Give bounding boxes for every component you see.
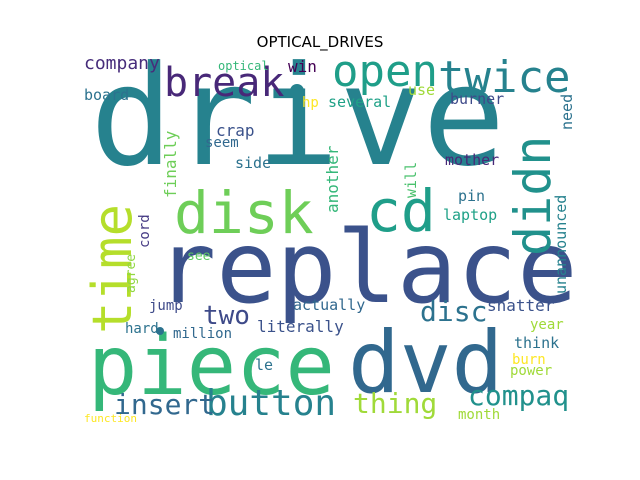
word-open: open: [332, 58, 438, 97]
word-pin: pin: [458, 187, 486, 205]
word-agree: agree: [124, 253, 139, 293]
word-power: power: [510, 363, 553, 379]
word-will: will: [402, 161, 420, 198]
word-mother: mother: [445, 151, 500, 169]
word-insert: insert: [114, 388, 216, 421]
word-didn: didn: [504, 135, 562, 256]
word-hp: hp: [302, 95, 319, 111]
cloud-dot: [156, 327, 164, 335]
word-month: month: [458, 407, 501, 423]
word-disk: disk: [174, 179, 314, 247]
word-year: year: [530, 317, 564, 333]
word-two: two: [203, 301, 250, 331]
word-shatter: shatter: [487, 296, 555, 315]
word-laptop: laptop: [443, 206, 498, 224]
word-several: several: [328, 93, 392, 111]
word-finally: finally: [161, 130, 180, 198]
word-crap: crap: [216, 121, 255, 140]
word-hard: hard: [125, 321, 159, 337]
word-use: use: [408, 81, 436, 99]
word-replace: replace: [156, 209, 576, 326]
word-cord: cord: [137, 214, 153, 248]
word-side: side: [235, 154, 272, 172]
word-dvd: dvd: [348, 313, 504, 413]
word-thing: thing: [353, 387, 438, 420]
word-another: another: [323, 145, 342, 213]
word-optical: optical: [218, 59, 269, 73]
word-disc: disc: [420, 295, 488, 328]
chart-title: OPTICAL_DRIVES: [256, 33, 384, 51]
word-company: company: [84, 58, 160, 74]
word-burner: burner: [450, 90, 505, 108]
word-literally: literally: [257, 317, 344, 336]
word-actually: actually: [293, 296, 366, 314]
word-function: function: [84, 412, 137, 425]
word-button: button: [206, 383, 337, 424]
word-cloud: drive replace piece dvd disk cd time didn open tw…: [80, 58, 576, 428]
word-twice: twice: [438, 58, 571, 103]
word-win: win: [288, 58, 317, 76]
word-burn: burn: [512, 352, 546, 368]
word-jump: jump: [149, 298, 183, 314]
word-compaq: compaq: [468, 379, 570, 412]
word-think: think: [514, 334, 560, 352]
word-need: need: [558, 93, 576, 130]
word-drive: drive: [90, 58, 506, 197]
word-seem: seem: [205, 135, 239, 151]
word-piece: piece: [88, 319, 335, 414]
cloud-dot: [290, 84, 304, 98]
word-see: see: [187, 249, 211, 264]
word-break: break: [164, 60, 285, 106]
word-million: million: [173, 326, 233, 342]
word-board: board: [84, 86, 130, 104]
word-unannounced: unannounced: [552, 194, 570, 294]
word-le: le: [255, 356, 274, 374]
word-cd: cd: [366, 177, 436, 245]
